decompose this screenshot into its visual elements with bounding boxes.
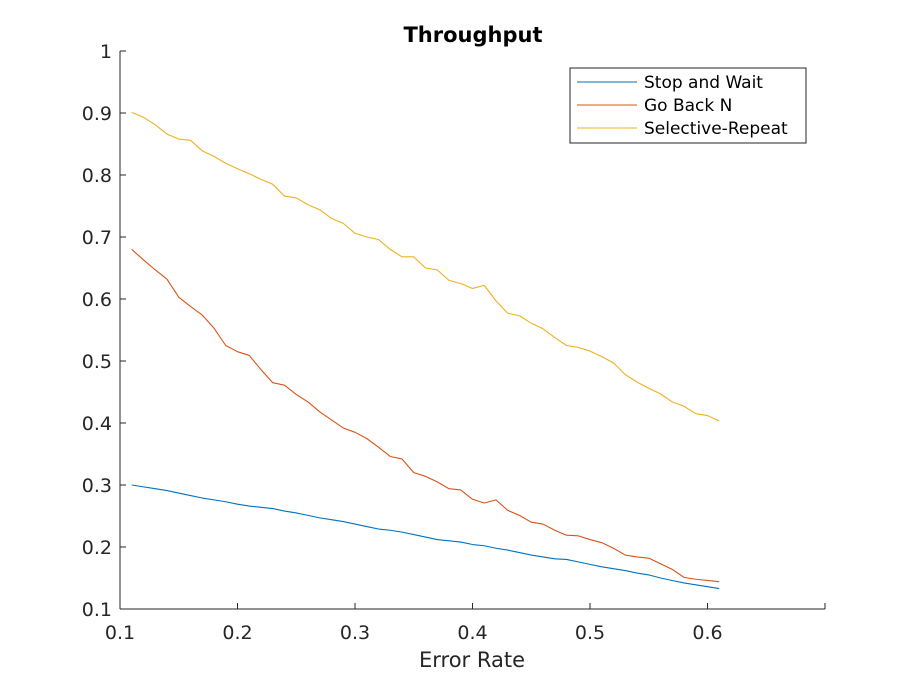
y-tick-label: 0.9: [82, 103, 112, 125]
legend-label-stop-and-wait: Stop and Wait: [644, 73, 763, 93]
x-tick-label: 0.1: [105, 622, 135, 644]
y-tick-label: 0.2: [82, 537, 112, 559]
y-tick-label: 0.6: [82, 289, 112, 311]
x-tick-label: 0.4: [457, 622, 487, 644]
y-tick-label: 0.4: [82, 413, 112, 435]
y-tick-label: 0.1: [82, 599, 112, 621]
x-ticks: 0.1 0.2 0.3 0.4 0.5 0.6: [105, 603, 826, 644]
x-tick-label: 0.3: [340, 622, 370, 644]
legend-label-go-back-n: Go Back N: [644, 96, 732, 116]
y-tick-label: 0.5: [82, 351, 112, 373]
x-tick-label: 0.6: [692, 622, 722, 644]
y-tick-label: 1: [100, 41, 112, 63]
y-tick-label: 0.7: [82, 227, 112, 249]
y-ticks: 0.1 0.2 0.3 0.4 0.5 0.6 0.7 0.8 0.9 1: [82, 41, 126, 621]
y-tick-label: 0.3: [82, 475, 112, 497]
legend-label-selective-repeat: Selective-Repeat: [644, 119, 788, 139]
x-tick-label: 0.2: [222, 622, 252, 644]
x-tick-label: 0.5: [575, 622, 605, 644]
series-lines: [131, 111, 720, 590]
x-axis-label: Error Rate: [419, 648, 525, 672]
chart-title: Throughput: [403, 23, 542, 47]
legend: Stop and Wait Go Back N Selective-Repeat: [569, 67, 807, 144]
series-line-stop-and-wait: [131, 484, 720, 590]
series-line-selective-repeat: [131, 111, 720, 422]
series-line-go-back-n: [131, 248, 720, 583]
y-tick-label: 0.8: [82, 165, 112, 187]
